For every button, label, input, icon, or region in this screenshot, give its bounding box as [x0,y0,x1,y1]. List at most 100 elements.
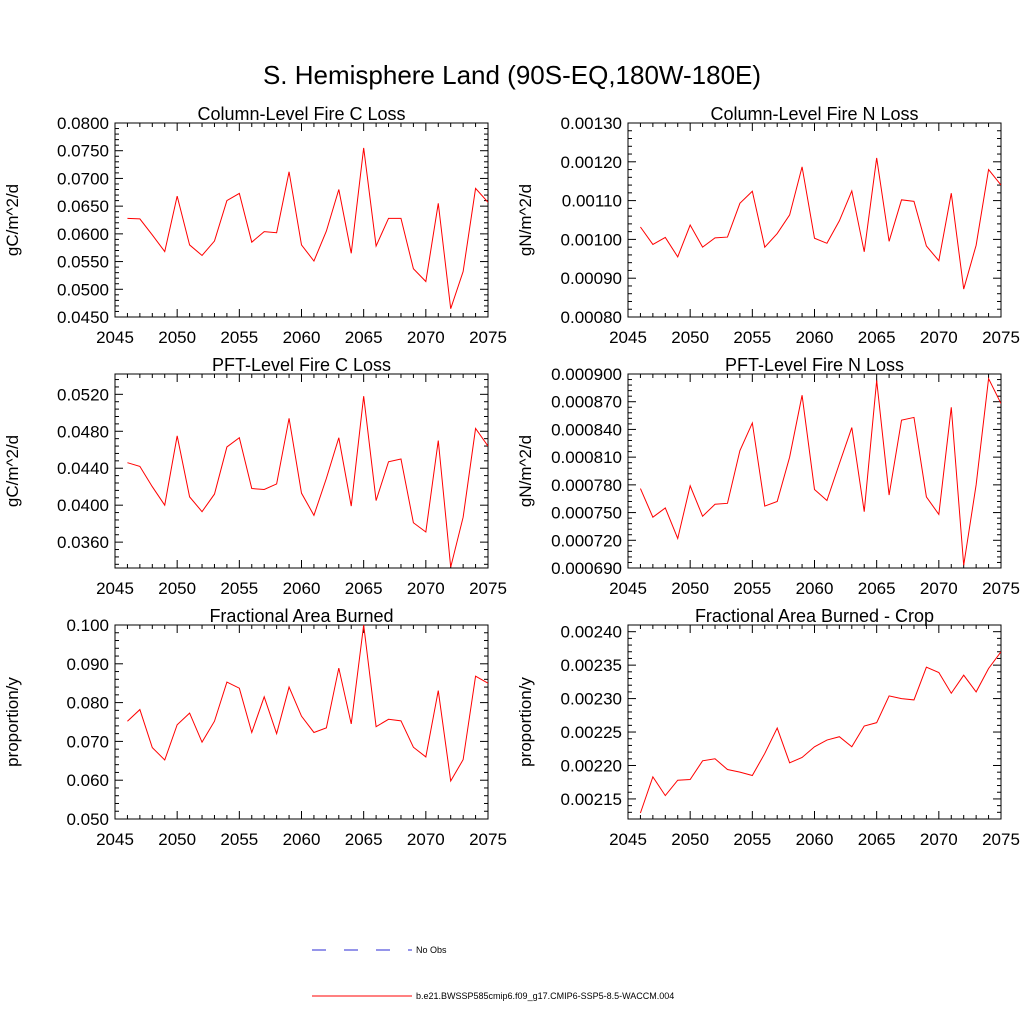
panel-title: Fractional Area Burned - Crop [695,606,934,626]
x-tick-label: 2070 [407,830,445,849]
x-tick-label: 2060 [796,830,834,849]
x-tick-label: 2055 [733,328,771,347]
y-tick-label: 0.000900 [551,365,622,384]
x-tick-label: 2060 [796,579,834,598]
x-tick-label: 2055 [220,830,258,849]
y-axis-label: gN/m^2/d [516,435,535,507]
x-tick-label: 2055 [733,830,771,849]
plot-frame [627,624,1002,820]
x-tick-label: 2065 [345,328,383,347]
y-tick-label: 0.00240 [561,623,622,642]
y-tick-label: 0.0700 [57,169,109,188]
x-tick-label: 2045 [609,830,647,849]
chart-panels: Column-Level Fire C Loss 2045 2050 2055 2060… [3,104,1020,849]
y-tick-label: 0.0750 [57,142,109,161]
legend-model-label: b.e21.BWSSP585cmip6.f09_g17.CMIP6-SSP5-8… [416,991,674,1001]
x-tick-label: 2045 [96,830,134,849]
y-tick-label: 0.000720 [551,531,622,550]
y-tick-label: 0.080 [66,694,109,713]
y-tick-label: 0.00100 [561,230,622,249]
y-tick-label: 0.000750 [551,504,622,523]
panel-title: Column-Level Fire N Loss [710,104,918,124]
chart-panel: PFT-Level Fire C Loss 2045 2050 2055 2060 206… [3,355,507,598]
x-tick-label: 2045 [96,579,134,598]
plot-frame [627,373,1002,569]
x-tick-label: 2060 [283,328,321,347]
y-tick-label: 0.070 [66,732,109,751]
y-tick-label: 0.100 [66,616,109,635]
y-tick-label: 0.00215 [561,790,622,809]
x-tick-label: 2070 [920,328,958,347]
series-line [639,651,1001,814]
y-axis-label: gN/m^2/d [516,184,535,256]
y-tick-label: 0.0450 [57,308,109,327]
series-line [639,376,1001,566]
y-tick-label: 0.0500 [57,280,109,299]
x-tick-label: 2070 [920,830,958,849]
y-tick-label: 0.000690 [551,559,622,578]
y-axis-label: proportion/y [3,677,22,767]
y-tick-label: 0.060 [66,771,109,790]
series-line [127,625,488,783]
panel-title: Fractional Area Burned [209,606,393,626]
y-tick-label: 0.000810 [551,448,622,467]
y-tick-label: 0.00230 [561,690,622,709]
x-tick-label: 2055 [733,579,771,598]
x-tick-label: 2050 [671,830,709,849]
y-tick-label: 0.000780 [551,476,622,495]
x-tick-label: 2060 [283,579,321,598]
plot-frame [114,122,489,318]
x-tick-label: 2065 [858,830,896,849]
x-tick-label: 2050 [158,579,196,598]
y-tick-label: 0.090 [66,655,109,674]
y-tick-label: 0.00225 [561,723,622,742]
y-tick-label: 0.0600 [57,225,109,244]
y-tick-label: 0.0800 [57,114,109,133]
x-tick-label: 2045 [96,328,134,347]
y-tick-label: 0.0550 [57,253,109,272]
y-tick-label: 0.0440 [57,459,109,478]
x-tick-label: 2070 [920,579,958,598]
x-tick-label: 2065 [345,579,383,598]
chart-panel: Fractional Area Burned 2045 2050 2055 2060 20… [3,606,507,849]
y-axis-label: gC/m^2/d [3,184,22,256]
series-line [640,157,1001,290]
y-tick-label: 0.00120 [561,153,622,172]
x-tick-label: 2050 [158,830,196,849]
x-tick-label: 2075 [469,328,507,347]
x-tick-label: 2065 [858,328,896,347]
x-tick-label: 2050 [671,328,709,347]
legend-obs-label: No Obs [416,945,447,955]
x-tick-label: 2065 [345,830,383,849]
x-tick-label: 2070 [407,579,445,598]
x-tick-label: 2060 [283,830,321,849]
x-tick-label: 2075 [469,830,507,849]
y-tick-label: 0.0360 [57,533,109,552]
chart-panel: Column-Level Fire C Loss 2045 2050 2055 2060… [3,104,507,347]
panel-title: Column-Level Fire C Loss [197,104,405,124]
x-tick-label: 2070 [407,328,445,347]
x-tick-label: 2050 [671,579,709,598]
y-tick-label: 0.00090 [561,269,622,288]
y-axis-label: gC/m^2/d [3,435,22,507]
y-tick-label: 0.0520 [57,385,109,404]
y-tick-label: 0.00080 [561,308,622,327]
chart-panel: Fractional Area Burned - Crop 2045 2050 205… [516,606,1020,849]
x-tick-label: 2055 [220,328,258,347]
y-tick-label: 0.000840 [551,420,622,439]
figure-title: S. Hemisphere Land (90S-EQ,180W-180E) [263,60,761,90]
y-tick-label: 0.00220 [561,756,622,775]
x-tick-label: 2055 [220,579,258,598]
y-tick-label: 0.00130 [561,114,622,133]
plot-frame [627,122,1002,318]
y-tick-label: 0.0400 [57,496,109,515]
y-tick-label: 0.0480 [57,422,109,441]
x-tick-label: 2045 [609,579,647,598]
panel-title: PFT-Level Fire C Loss [212,355,391,375]
panel-title: PFT-Level Fire N Loss [725,355,904,375]
x-tick-label: 2075 [469,579,507,598]
x-tick-label: 2065 [858,579,896,598]
y-axis-label: proportion/y [516,677,535,767]
x-tick-label: 2075 [982,830,1020,849]
